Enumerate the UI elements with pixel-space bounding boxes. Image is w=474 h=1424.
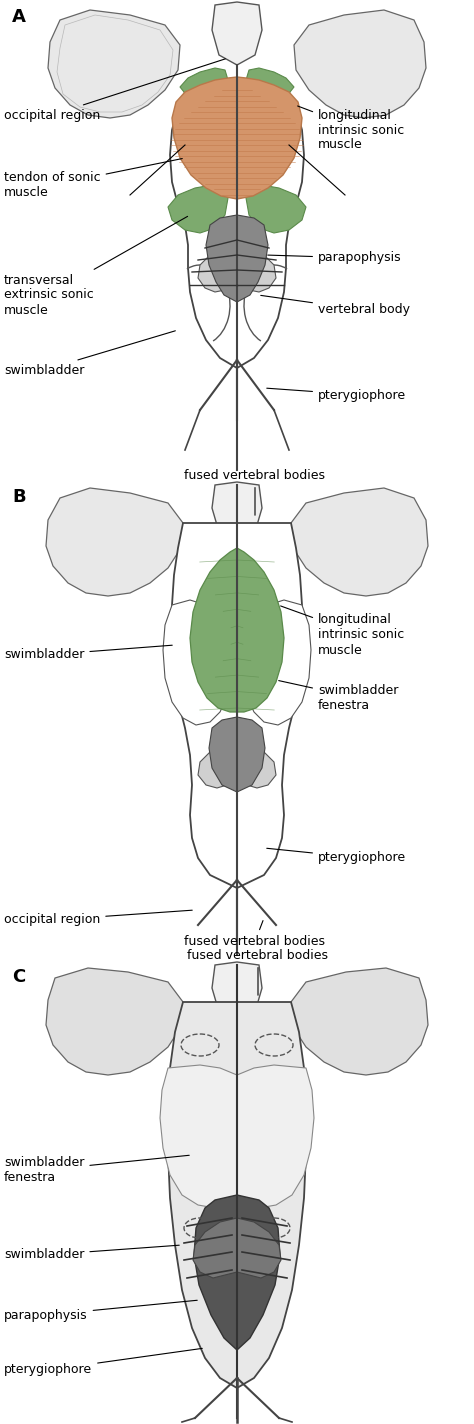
Polygon shape	[193, 1218, 237, 1277]
Polygon shape	[212, 963, 262, 1022]
Text: parapophysis: parapophysis	[4, 1300, 197, 1321]
Polygon shape	[168, 185, 228, 234]
Polygon shape	[160, 1065, 237, 1208]
Polygon shape	[237, 1218, 281, 1277]
Text: transversal
extrinsic sonic
muscle: transversal extrinsic sonic muscle	[4, 216, 188, 316]
Text: vertebral body: vertebral body	[261, 295, 410, 316]
Polygon shape	[237, 1065, 314, 1208]
Text: tendon of sonic
muscle: tendon of sonic muscle	[4, 158, 182, 199]
Text: occipital region: occipital region	[4, 58, 225, 121]
Polygon shape	[198, 738, 237, 787]
Polygon shape	[291, 968, 428, 1075]
Text: A: A	[12, 9, 26, 26]
Polygon shape	[163, 600, 230, 725]
Polygon shape	[237, 548, 284, 712]
Text: swimbladder: swimbladder	[4, 645, 172, 662]
Text: longitudinal
intrinsic sonic
muscle: longitudinal intrinsic sonic muscle	[298, 105, 404, 151]
Text: B: B	[12, 488, 26, 506]
Text: fused vertebral bodies: fused vertebral bodies	[184, 468, 326, 515]
Text: swimbladder: swimbladder	[4, 1245, 179, 1262]
Polygon shape	[180, 68, 228, 103]
Text: pterygiophore: pterygiophore	[267, 389, 406, 402]
Text: pterygiophore: pterygiophore	[267, 849, 406, 864]
Text: occipital region: occipital region	[4, 910, 192, 927]
Polygon shape	[194, 1195, 280, 1350]
Polygon shape	[46, 488, 183, 597]
Text: swimbladder
fenestra: swimbladder fenestra	[4, 1155, 189, 1183]
Polygon shape	[212, 481, 262, 543]
Polygon shape	[237, 738, 276, 787]
Polygon shape	[209, 718, 265, 792]
Polygon shape	[48, 10, 180, 118]
Polygon shape	[237, 241, 276, 292]
Polygon shape	[294, 10, 426, 118]
Polygon shape	[246, 68, 294, 103]
Polygon shape	[190, 548, 237, 712]
Text: fused vertebral bodies: fused vertebral bodies	[188, 948, 328, 995]
Text: swimbladder
fenestra: swimbladder fenestra	[279, 681, 398, 712]
Text: fused vertebral bodies: fused vertebral bodies	[184, 920, 326, 948]
Polygon shape	[171, 523, 303, 889]
Text: swimbladder: swimbladder	[4, 330, 175, 376]
Text: longitudinal
intrinsic sonic
muscle: longitudinal intrinsic sonic muscle	[281, 607, 404, 656]
Polygon shape	[206, 215, 268, 302]
Polygon shape	[212, 1, 262, 66]
Polygon shape	[246, 185, 306, 234]
Polygon shape	[172, 77, 302, 199]
Polygon shape	[170, 93, 304, 367]
Polygon shape	[168, 1002, 306, 1388]
Text: C: C	[12, 968, 25, 985]
Polygon shape	[46, 968, 183, 1075]
Text: pterygiophore: pterygiophore	[4, 1349, 202, 1377]
Polygon shape	[291, 488, 428, 597]
Text: parapophysis: parapophysis	[268, 252, 401, 265]
Polygon shape	[244, 600, 311, 725]
Polygon shape	[198, 241, 237, 292]
